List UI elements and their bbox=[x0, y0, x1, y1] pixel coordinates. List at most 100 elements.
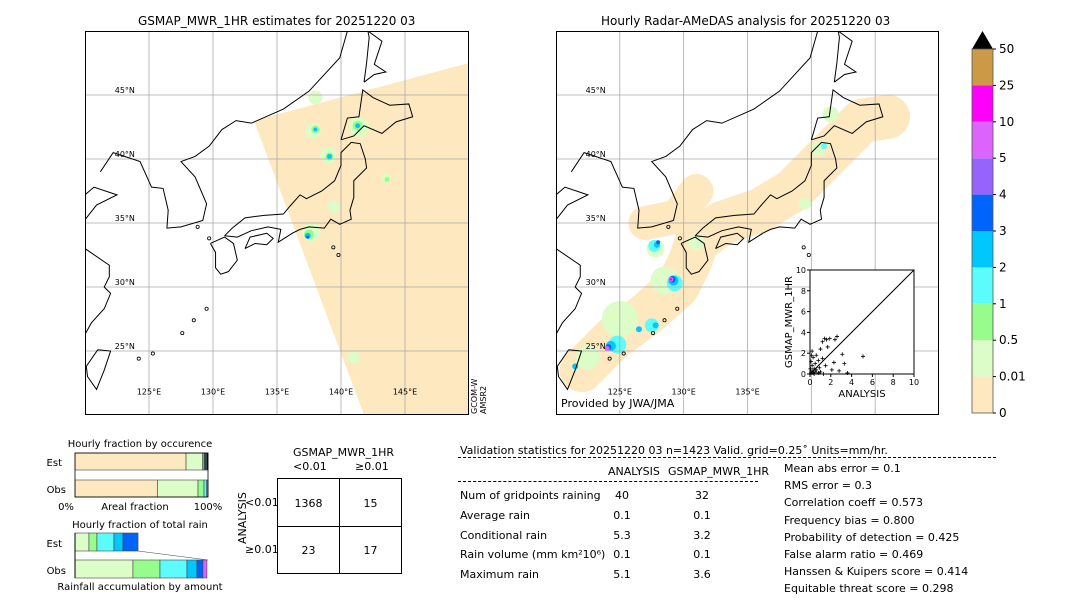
stat-b: 0.1 bbox=[693, 548, 711, 561]
rain-cell bbox=[652, 322, 659, 329]
colorbar-segment bbox=[972, 267, 993, 304]
scatter-point bbox=[822, 336, 827, 341]
scatter-inset: 00 2 2 4 4 6 6 8 8 10 10 ANALYSIS GSMAP_MWR_1HR bbox=[784, 266, 919, 400]
stat-a: 5.3 bbox=[613, 529, 631, 542]
island bbox=[662, 318, 667, 323]
rain-cell bbox=[635, 326, 642, 333]
y-tick-label: 0 bbox=[801, 370, 806, 379]
stat-label: Num of gridpoints raining bbox=[460, 489, 601, 502]
rain-cell bbox=[669, 278, 673, 281]
stat-label: Maximum rain bbox=[460, 568, 539, 581]
lat-tick-label: 25°N bbox=[586, 342, 606, 351]
island bbox=[136, 356, 141, 361]
colorbar-label: 0.5 bbox=[999, 333, 1018, 347]
coastline-hokkaido bbox=[340, 88, 414, 141]
occurrence-segment-est bbox=[185, 452, 203, 471]
scatter-point bbox=[823, 363, 828, 368]
lat-tick-label: 30°N bbox=[115, 278, 135, 287]
scatter-point bbox=[810, 349, 815, 354]
x-tick-label: 4 bbox=[849, 378, 854, 387]
coastline-taiwan bbox=[85, 349, 112, 391]
stat-a: 5.1 bbox=[613, 568, 631, 581]
analysis-coverage bbox=[628, 174, 714, 240]
score-line: Equitable threat score = 0.298 bbox=[784, 582, 954, 596]
stat-label: Average rain bbox=[460, 509, 530, 522]
rain-cell bbox=[821, 143, 828, 150]
stat-b: 3.2 bbox=[693, 529, 711, 542]
occurrence-segment-est bbox=[74, 452, 187, 471]
scatter-point bbox=[837, 368, 842, 373]
colorbar-segment bbox=[972, 231, 993, 268]
contingency-table: 1368 15 23 17 bbox=[277, 478, 402, 574]
rain-segment-est bbox=[113, 532, 124, 552]
colorbar-label: 1 bbox=[999, 297, 1007, 311]
scatter-point bbox=[813, 369, 818, 374]
col-header-lt: <0.01 bbox=[293, 460, 327, 473]
scatter-point bbox=[821, 372, 826, 376]
coastline-kyushu bbox=[210, 236, 238, 275]
stat-label: Conditional rain bbox=[460, 529, 548, 542]
x-tick-label: 2 bbox=[828, 378, 833, 387]
one-to-one-line bbox=[809, 269, 915, 375]
score-line: Probability of detection = 0.425 bbox=[784, 530, 960, 544]
rain-cell bbox=[644, 318, 659, 333]
scatter-point bbox=[814, 353, 819, 358]
colorbar-segment bbox=[972, 158, 993, 195]
est-label: Est bbox=[47, 539, 63, 550]
scatter-point bbox=[845, 370, 850, 375]
scatter-point bbox=[825, 344, 830, 349]
colorbar-segment bbox=[972, 121, 993, 159]
rain-segment-obs bbox=[159, 559, 188, 579]
lon-tick-label: 125°E bbox=[137, 388, 161, 397]
rain-segment-obs bbox=[74, 559, 134, 579]
y-tick-label: 4 bbox=[801, 328, 806, 337]
rain-cell bbox=[326, 153, 332, 159]
coastline-shikoku bbox=[715, 232, 745, 250]
lon-tick-label: 125°E bbox=[608, 388, 632, 397]
lon-tick-label: 135°E bbox=[265, 388, 289, 397]
validation-header: Validation statistics for 20251220 03 n=… bbox=[460, 444, 888, 457]
island bbox=[801, 245, 806, 250]
island bbox=[666, 224, 671, 229]
rain-cell bbox=[604, 345, 610, 351]
x-axis-label: ANALYSIS bbox=[838, 389, 885, 400]
colorbar-label: 10 bbox=[999, 115, 1014, 129]
y-axis-label: GSMAP_MWR_1HR bbox=[784, 276, 795, 368]
total-rain-title: Hourly fraction of total rain bbox=[72, 520, 208, 531]
colorbar-label: 50 bbox=[999, 42, 1014, 56]
rain-cell bbox=[308, 90, 323, 105]
colorbar-label: 0 bbox=[999, 406, 1007, 420]
x-tick-label: 0 bbox=[807, 378, 812, 387]
rain-segment-obs bbox=[202, 559, 208, 579]
rain-cell bbox=[306, 235, 310, 239]
colorbar-label: 25 bbox=[999, 78, 1014, 92]
scatter-point bbox=[840, 352, 845, 357]
rain-segment-est bbox=[96, 532, 115, 552]
colorbar-segment bbox=[972, 376, 993, 413]
y-tick-label: 10 bbox=[796, 266, 806, 275]
colorbar-segment bbox=[972, 49, 993, 86]
x-tick-label: 8 bbox=[891, 378, 896, 387]
lat-tick-label: 35°N bbox=[115, 214, 135, 223]
lon-tick-label: 135°E bbox=[735, 388, 759, 397]
obs-label: Obs bbox=[47, 485, 66, 496]
scatter-point bbox=[820, 339, 825, 344]
lat-tick-label: 45°N bbox=[115, 86, 135, 95]
island bbox=[204, 306, 209, 311]
scatter-point bbox=[829, 367, 834, 372]
rain-cell bbox=[355, 123, 361, 129]
rain-segment-est bbox=[122, 532, 139, 552]
island bbox=[207, 236, 212, 241]
scatter-point bbox=[810, 363, 815, 368]
island bbox=[180, 331, 185, 336]
island bbox=[607, 356, 612, 361]
scatter-point bbox=[816, 370, 821, 375]
occurrence-xlabel: Areal fraction bbox=[101, 502, 168, 513]
fraction-bars: Hourly fraction by occurence Est Obs 0% 100%… bbox=[47, 439, 223, 593]
stat-b: 32 bbox=[695, 489, 709, 502]
colorbar: 0 0.01 0.5 1 2 3 4 5 10 25 50 bbox=[971, 31, 1025, 420]
score-line: Mean abs error = 0.1 bbox=[784, 462, 901, 475]
score-line: Correlation coeff = 0.573 bbox=[784, 496, 923, 510]
gsmap-estimate-map: 125°E 130°E 135°E 140°E 145°E 45°N 40°N 35°N 30°… bbox=[85, 31, 469, 415]
score-line: Hanssen & Kuipers score = 0.414 bbox=[784, 565, 969, 579]
